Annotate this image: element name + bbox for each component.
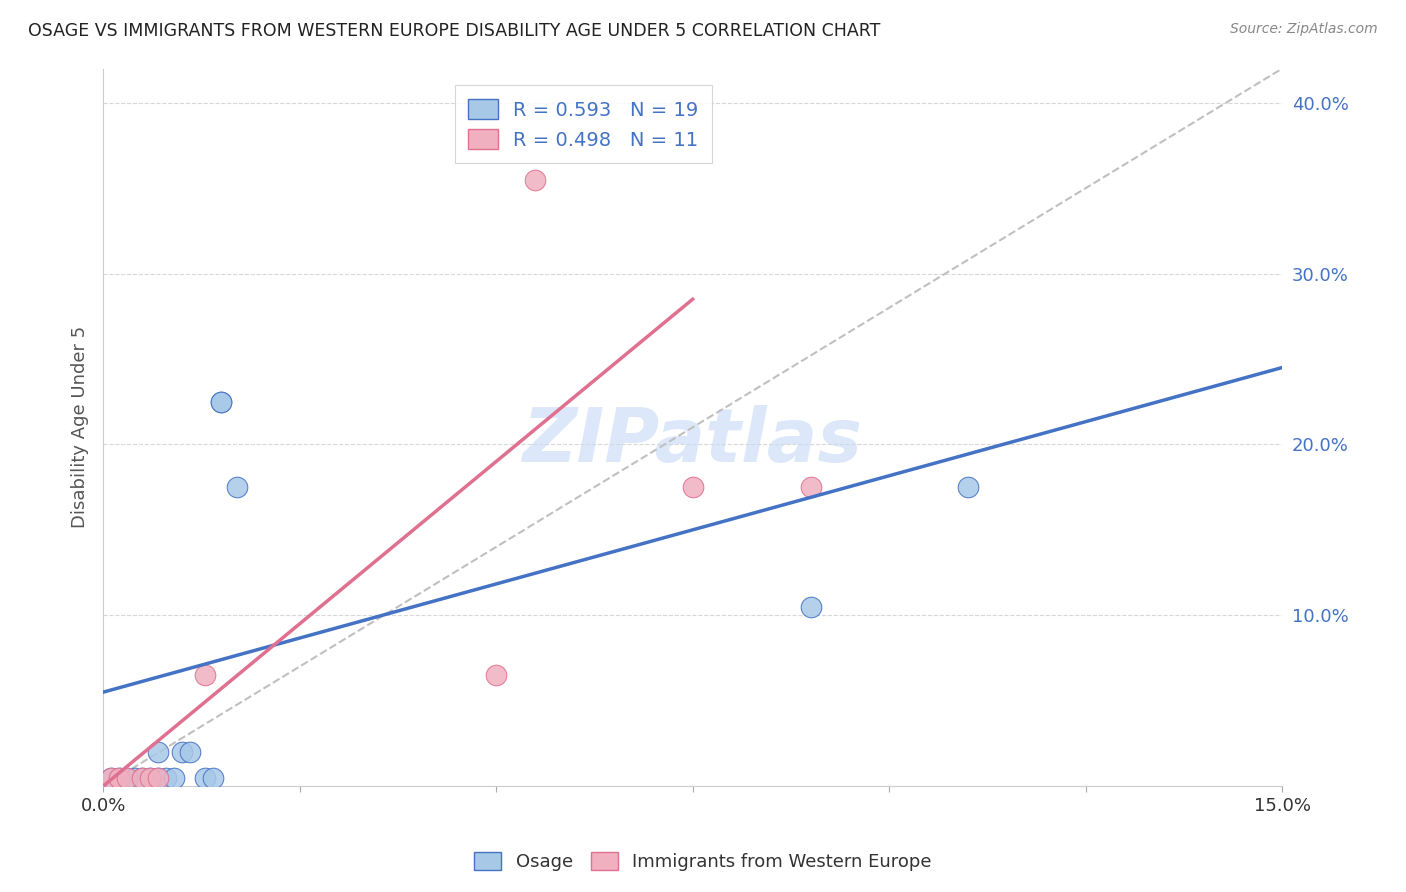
Point [155, 771, 177, 785]
Point [146, 771, 169, 785]
Point [170, 745, 193, 759]
Point [800, 480, 823, 494]
Point [146, 745, 169, 759]
Point [115, 771, 138, 785]
Point [209, 394, 232, 409]
Point [124, 771, 146, 785]
Y-axis label: Disability Age Under 5: Disability Age Under 5 [72, 326, 89, 528]
Point [179, 745, 201, 759]
Point [194, 668, 217, 682]
Point [209, 394, 232, 409]
Point [131, 771, 153, 785]
Text: ZIPatlas: ZIPatlas [523, 405, 863, 478]
Legend: Osage, Immigrants from Western Europe: Osage, Immigrants from Western Europe [467, 845, 939, 879]
Point [100, 771, 122, 785]
Point [524, 172, 547, 186]
Point [115, 771, 138, 785]
Legend: R = 0.593   N = 19, R = 0.498   N = 11: R = 0.593 N = 19, R = 0.498 N = 11 [454, 86, 711, 163]
Point [682, 480, 704, 494]
Point [139, 771, 162, 785]
Point [194, 771, 217, 785]
Point [108, 771, 131, 785]
Point [800, 599, 823, 614]
Point [100, 771, 122, 785]
Point [139, 771, 162, 785]
Point [956, 480, 979, 494]
Text: Source: ZipAtlas.com: Source: ZipAtlas.com [1230, 22, 1378, 37]
Point [225, 480, 247, 494]
Text: OSAGE VS IMMIGRANTS FROM WESTERN EUROPE DISABILITY AGE UNDER 5 CORRELATION CHART: OSAGE VS IMMIGRANTS FROM WESTERN EUROPE … [28, 22, 880, 40]
Point [202, 771, 225, 785]
Point [108, 771, 131, 785]
Point [485, 668, 508, 682]
Point [146, 771, 169, 785]
Point [163, 771, 186, 785]
Point [131, 771, 153, 785]
